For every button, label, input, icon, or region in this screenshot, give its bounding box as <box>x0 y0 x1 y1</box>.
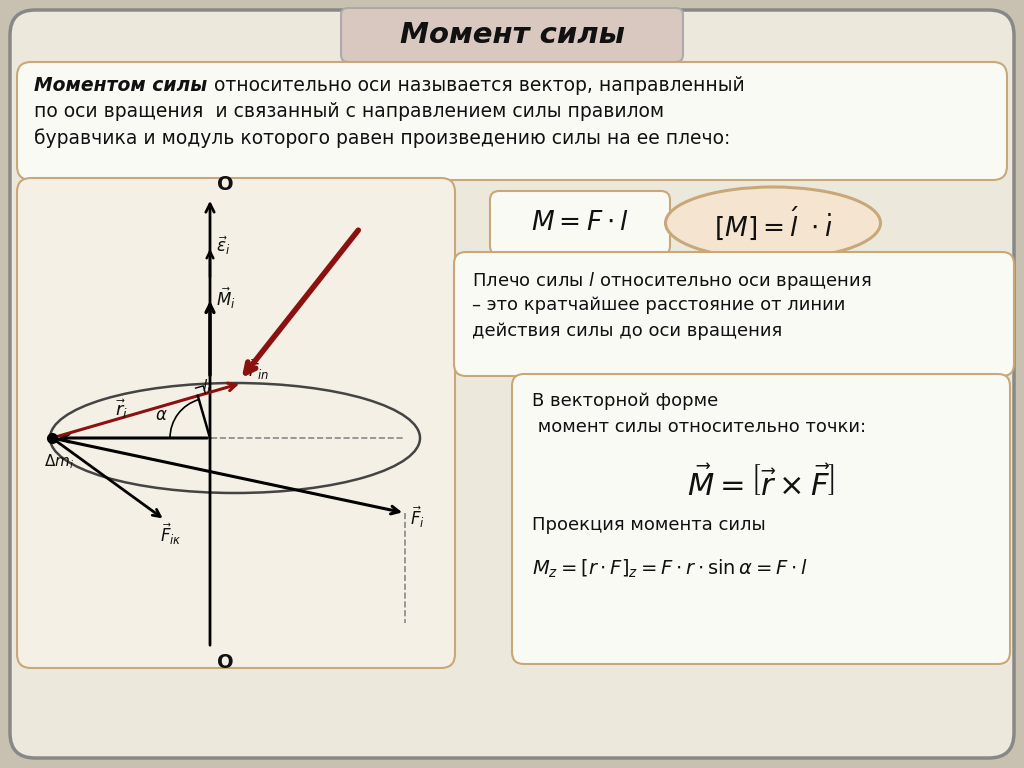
Text: $l_i$: $l_i$ <box>202 378 211 396</box>
Text: $\vec{r}_i$: $\vec{r}_i$ <box>115 397 128 421</box>
Text: – это кратчайшее расстояние от линии: – это кратчайшее расстояние от линии <box>472 296 846 314</box>
Text: $\Delta m_i$: $\Delta m_i$ <box>44 452 74 471</box>
Text: Плечо силы $l$ относительно оси вращения: Плечо силы $l$ относительно оси вращения <box>472 270 871 292</box>
Text: действия силы до оси вращения: действия силы до оси вращения <box>472 322 782 340</box>
Text: буравчика и модуль которого равен произведению силы на ее плечо:: буравчика и модуль которого равен произв… <box>34 128 730 147</box>
Text: относительно оси называется вектор, направленный: относительно оси называется вектор, напр… <box>208 76 744 95</box>
Text: $\vec{F}_i$: $\vec{F}_i$ <box>410 505 425 530</box>
FancyBboxPatch shape <box>512 374 1010 664</box>
Text: момент силы относительно точки:: момент силы относительно точки: <box>532 418 866 436</box>
Ellipse shape <box>666 187 881 259</box>
Text: $M_z = \left[r \cdot F\right]_z = F \cdot r \cdot \sin\alpha = F \cdot l$: $M_z = \left[r \cdot F\right]_z = F \cdo… <box>532 558 808 581</box>
Text: O: O <box>217 653 233 672</box>
Text: $\vec{F}_{in}$: $\vec{F}_{in}$ <box>248 356 269 382</box>
FancyBboxPatch shape <box>454 252 1014 376</box>
FancyBboxPatch shape <box>10 10 1014 758</box>
Text: $[M]=\acute{l}\ \cdot \dot{\imath}$: $[M]=\acute{l}\ \cdot \dot{\imath}$ <box>714 204 833 242</box>
FancyBboxPatch shape <box>17 62 1007 180</box>
Text: $\vec{M} = \left[\vec{r} \times \vec{F}\right]$: $\vec{M} = \left[\vec{r} \times \vec{F}\… <box>687 466 835 502</box>
Text: $\alpha$: $\alpha$ <box>155 406 168 424</box>
FancyBboxPatch shape <box>490 191 670 255</box>
Text: $\vec{F}_{i\kappa}$: $\vec{F}_{i\kappa}$ <box>160 521 182 547</box>
Text: $\vec{M}_i$: $\vec{M}_i$ <box>216 286 236 311</box>
FancyBboxPatch shape <box>17 178 455 668</box>
Text: Проекция момента силы: Проекция момента силы <box>532 516 766 534</box>
Text: $M = F \cdot l$: $M = F \cdot l$ <box>530 210 629 236</box>
Text: В векторной форме: В векторной форме <box>532 392 718 410</box>
FancyBboxPatch shape <box>341 8 683 62</box>
Text: Момент силы: Момент силы <box>399 21 625 49</box>
Text: O: O <box>217 175 233 194</box>
Text: $\vec{\varepsilon}_i$: $\vec{\varepsilon}_i$ <box>216 234 230 257</box>
Text: Моментом силы: Моментом силы <box>34 76 207 95</box>
Text: по оси вращения  и связанный с направлением силы правилом: по оси вращения и связанный с направлени… <box>34 102 665 121</box>
